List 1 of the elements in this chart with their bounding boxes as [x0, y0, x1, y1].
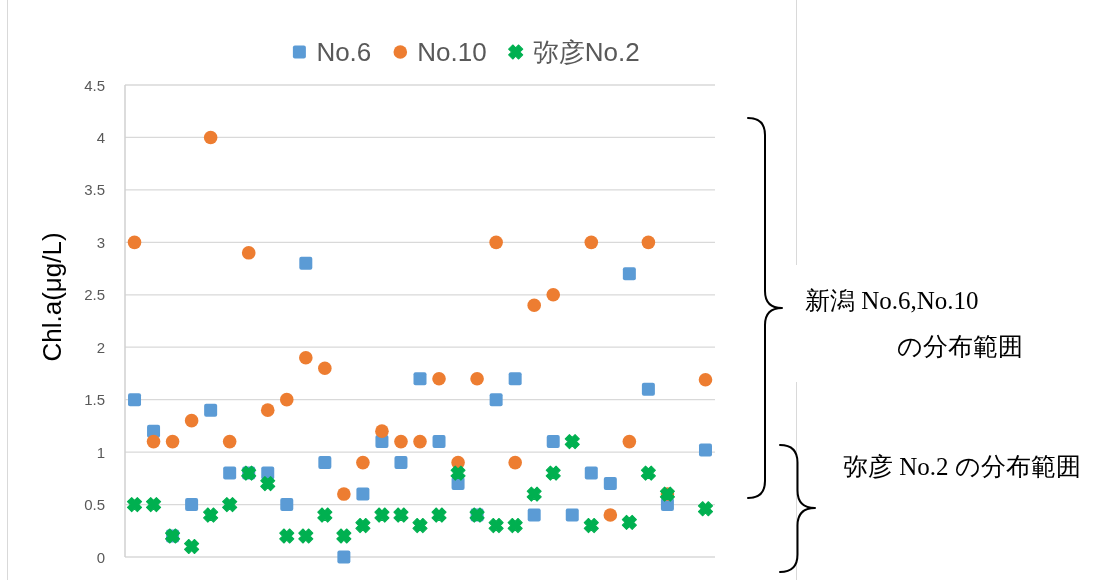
y-axis-title: Chl.a(μg/L) — [37, 232, 67, 362]
